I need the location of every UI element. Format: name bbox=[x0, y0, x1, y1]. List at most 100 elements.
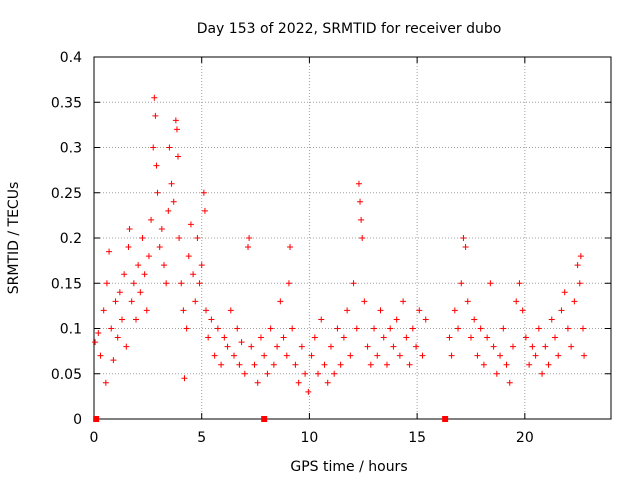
data-point bbox=[289, 325, 296, 332]
data-point bbox=[148, 216, 155, 223]
data-point bbox=[340, 334, 347, 341]
data-point bbox=[245, 244, 252, 251]
data-point bbox=[135, 262, 142, 269]
data-point bbox=[474, 352, 481, 359]
data-point bbox=[568, 343, 575, 350]
data-point bbox=[471, 316, 478, 323]
data-point bbox=[380, 334, 387, 341]
data-point bbox=[396, 352, 403, 359]
data-point bbox=[574, 262, 581, 269]
data-point bbox=[166, 144, 173, 151]
data-point bbox=[579, 325, 586, 332]
zero-marker bbox=[261, 416, 268, 422]
data-point bbox=[400, 298, 407, 305]
chart-title: Day 153 of 2022, SRMTID for receiver dub… bbox=[197, 21, 502, 37]
data-point bbox=[448, 352, 455, 359]
data-point bbox=[561, 289, 568, 296]
data-point bbox=[270, 361, 277, 368]
data-point bbox=[302, 370, 309, 377]
x-tick-label: 10 bbox=[301, 430, 319, 446]
data-point bbox=[364, 343, 371, 350]
data-point bbox=[321, 361, 328, 368]
data-point bbox=[331, 370, 338, 377]
data-point bbox=[361, 298, 368, 305]
data-point bbox=[315, 370, 322, 377]
data-point bbox=[419, 352, 426, 359]
data-point bbox=[526, 361, 533, 368]
data-point bbox=[125, 244, 132, 251]
data-point bbox=[357, 198, 364, 205]
data-point bbox=[181, 375, 188, 382]
data-point bbox=[416, 307, 423, 314]
y-tick-label: 0 bbox=[73, 412, 82, 428]
data-point bbox=[227, 307, 234, 314]
data-point bbox=[503, 361, 510, 368]
data-point bbox=[201, 207, 208, 214]
zero-marker bbox=[442, 416, 449, 422]
data-point bbox=[123, 343, 130, 350]
y-axis-label: SRMTID / TECUs bbox=[6, 182, 22, 295]
data-point bbox=[116, 289, 123, 296]
data-point bbox=[102, 379, 109, 386]
data-point bbox=[467, 334, 474, 341]
data-points bbox=[92, 94, 588, 422]
y-tick-label: 0.35 bbox=[51, 95, 82, 111]
x-tick-label: 15 bbox=[408, 430, 426, 446]
data-point bbox=[248, 343, 255, 350]
data-point bbox=[344, 307, 351, 314]
data-point bbox=[261, 352, 268, 359]
data-point bbox=[558, 307, 565, 314]
data-point bbox=[455, 325, 462, 332]
data-point bbox=[246, 235, 253, 241]
data-point bbox=[353, 325, 360, 332]
data-point bbox=[393, 316, 400, 323]
data-point bbox=[487, 280, 494, 287]
data-point bbox=[347, 352, 354, 359]
data-point bbox=[555, 352, 562, 359]
data-point bbox=[292, 361, 299, 368]
data-point bbox=[254, 379, 261, 386]
data-point bbox=[106, 248, 113, 255]
data-point bbox=[139, 235, 146, 241]
data-point bbox=[112, 298, 119, 305]
data-point bbox=[231, 352, 238, 359]
data-point bbox=[154, 189, 161, 196]
data-point bbox=[192, 298, 199, 305]
data-point bbox=[153, 162, 160, 169]
data-point bbox=[158, 225, 165, 232]
data-point bbox=[100, 307, 107, 314]
data-point bbox=[367, 361, 374, 368]
data-point bbox=[150, 144, 157, 151]
data-point bbox=[327, 343, 334, 350]
data-point bbox=[137, 289, 144, 296]
data-point bbox=[516, 280, 523, 287]
data-point bbox=[97, 352, 104, 359]
data-point bbox=[298, 343, 305, 350]
data-point bbox=[172, 117, 179, 124]
data-point bbox=[387, 325, 394, 332]
data-point bbox=[200, 189, 207, 196]
data-point bbox=[509, 343, 516, 350]
data-point bbox=[581, 352, 588, 359]
data-point bbox=[462, 244, 469, 251]
data-point bbox=[218, 361, 225, 368]
x-axis: 0 5 10 15 20 bbox=[90, 57, 534, 446]
data-point bbox=[283, 352, 290, 359]
data-point bbox=[121, 271, 128, 278]
data-point bbox=[133, 316, 140, 323]
y-tick-label: 0.2 bbox=[60, 231, 82, 247]
data-point bbox=[318, 316, 325, 323]
data-point bbox=[95, 330, 102, 337]
data-point bbox=[409, 325, 416, 332]
x-tick-label: 5 bbox=[197, 430, 206, 446]
data-point bbox=[564, 325, 571, 332]
data-point bbox=[500, 325, 507, 332]
data-point bbox=[165, 207, 172, 214]
y-tick-label: 0.4 bbox=[60, 50, 82, 66]
data-point bbox=[529, 343, 536, 350]
data-point bbox=[170, 198, 177, 205]
data-point bbox=[403, 334, 410, 341]
data-point bbox=[203, 307, 210, 314]
data-point bbox=[173, 126, 180, 133]
zero-marker bbox=[93, 416, 100, 422]
